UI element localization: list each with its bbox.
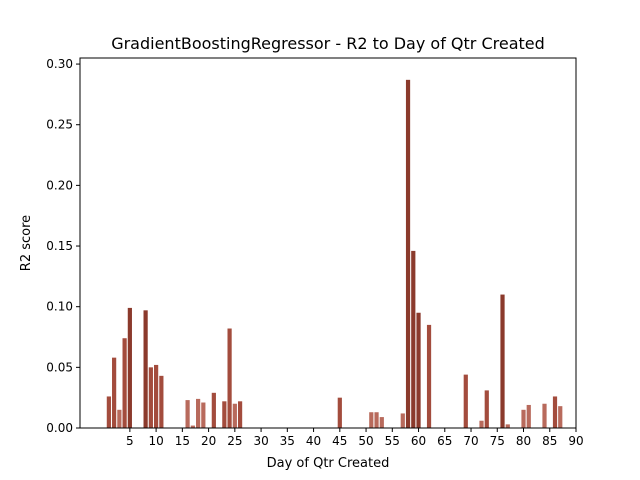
x-tick-label: 30 xyxy=(253,434,268,448)
y-tick-label: 0.10 xyxy=(46,300,73,314)
bar-day-57 xyxy=(400,413,405,428)
y-tick-label: 0.20 xyxy=(46,178,73,192)
bar-day-45 xyxy=(337,397,342,428)
bar-day-3 xyxy=(117,409,122,428)
x-tick-label: 55 xyxy=(385,434,400,448)
bar-day-2 xyxy=(112,357,117,428)
bar-day-26 xyxy=(237,401,243,428)
x-tick-label: 45 xyxy=(332,434,347,448)
x-tick-label: 10 xyxy=(148,434,163,448)
x-tick-label: 40 xyxy=(306,434,321,448)
bar-day-81 xyxy=(526,404,531,428)
x-tick-label: 85 xyxy=(542,434,557,448)
bar-day-8 xyxy=(143,310,148,428)
bar-day-58 xyxy=(405,79,411,428)
y-tick-label: 0.15 xyxy=(46,239,73,253)
bar-day-62 xyxy=(426,324,432,428)
bar-day-17 xyxy=(190,425,195,428)
bar-day-24 xyxy=(227,328,232,428)
bar-day-4 xyxy=(122,338,127,428)
y-tick-label: 0.00 xyxy=(46,421,73,435)
y-axis-label: R2 score xyxy=(19,215,34,271)
bar-day-87 xyxy=(558,406,563,428)
y-tick-label: 0.25 xyxy=(46,118,73,132)
bar-day-80 xyxy=(521,409,526,428)
bar-day-10 xyxy=(154,364,159,428)
x-tick-label: 35 xyxy=(280,434,295,448)
bar-day-16 xyxy=(185,400,190,428)
plot-frame xyxy=(79,57,577,429)
x-tick-label: 70 xyxy=(463,434,478,448)
bar-day-19 xyxy=(201,402,206,428)
bar-day-69 xyxy=(463,374,468,428)
bar-day-77 xyxy=(505,424,510,428)
bar-day-59 xyxy=(411,250,416,428)
bar-day-52 xyxy=(374,412,379,428)
x-tick-label: 60 xyxy=(411,434,426,448)
bars-layer xyxy=(106,79,563,428)
y-tick-label: 0.05 xyxy=(46,360,73,374)
y-axis-ticks: 0.00 0.05 0.10 0.15 0.20 0.25 0.30 xyxy=(46,57,80,435)
bar-day-53 xyxy=(379,417,384,428)
x-axis-ticks: 5 10 15 20 25 30 35 40 45 50 55 60 65 70 75 80 85 90 xyxy=(126,428,584,448)
bar-day-23 xyxy=(222,401,227,428)
x-tick-label: 50 xyxy=(358,434,373,448)
bar-day-73 xyxy=(484,390,489,428)
x-tick-label: 20 xyxy=(201,434,216,448)
x-tick-label: 15 xyxy=(175,434,190,448)
x-tick-label: 65 xyxy=(437,434,452,448)
bar-day-5 xyxy=(127,307,132,428)
bar-day-76 xyxy=(500,294,505,428)
bar-day-25 xyxy=(232,403,237,428)
bar-day-60 xyxy=(416,312,421,428)
bar-day-1 xyxy=(106,396,111,428)
x-axis-label: Day of Qtr Created xyxy=(267,456,390,471)
bar-day-21 xyxy=(211,392,216,428)
bar-day-9 xyxy=(148,367,153,428)
x-tick-label: 5 xyxy=(126,434,134,448)
bar-day-51 xyxy=(369,412,374,428)
x-tick-label: 25 xyxy=(227,434,242,448)
chart-title: GradientBoostingRegressor - R2 to Day of… xyxy=(111,34,545,53)
bar-day-86 xyxy=(552,396,558,428)
bar-day-11 xyxy=(159,375,164,428)
bar-day-84 xyxy=(542,403,547,428)
bar-day-18 xyxy=(196,398,201,428)
x-tick-label: 75 xyxy=(490,434,505,448)
y-tick-label: 0.30 xyxy=(46,57,73,71)
x-tick-label: 90 xyxy=(568,434,583,448)
x-tick-label: 80 xyxy=(516,434,531,448)
bar-day-72 xyxy=(479,420,484,428)
